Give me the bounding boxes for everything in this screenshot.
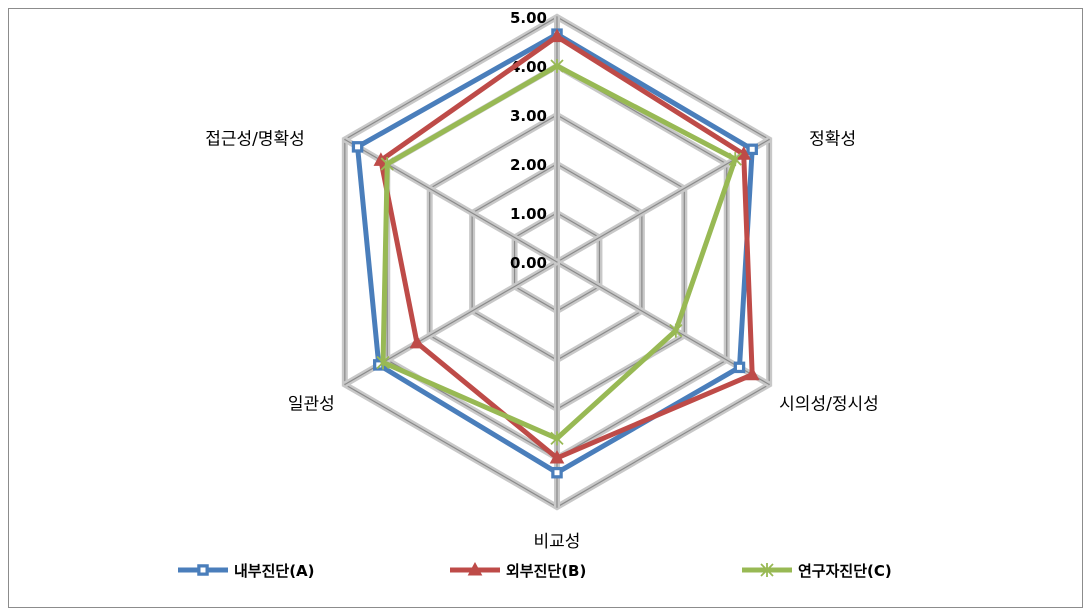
series-1 <box>373 28 760 464</box>
series-layer <box>351 28 760 479</box>
tick-label: 2.00 <box>510 156 547 174</box>
radar-chart: 0.001.002.003.004.005.00 관련성정확성시의성/정시성비교… <box>178 9 892 580</box>
axis-label: 비교성 <box>534 532 581 552</box>
legend-marker <box>467 561 483 576</box>
series-2 <box>376 59 742 446</box>
series-point <box>669 323 683 338</box>
legend-marker <box>760 563 774 577</box>
series-point-inner <box>749 146 755 152</box>
series-point-inner <box>376 362 382 368</box>
series-point <box>549 28 565 43</box>
chart-frame <box>8 8 1083 608</box>
legend: 내부진단(A) 외부진단(B) 연구자진단(C) <box>178 561 892 580</box>
legend-label: 연구자진단(C) <box>798 562 892 580</box>
legend-item: 내부진단(A) <box>178 562 315 580</box>
legend-marker-inner <box>200 567 206 573</box>
series-point <box>380 157 394 171</box>
axis-label: 접근성/명확성 <box>205 130 305 150</box>
series-point <box>376 355 390 370</box>
series-point <box>550 59 564 73</box>
legend-label: 외부진단(B) <box>506 562 586 580</box>
series-point-inner <box>554 470 560 476</box>
series-point <box>373 152 389 166</box>
series-point <box>728 152 742 167</box>
tick-label: 1.00 <box>510 205 547 223</box>
legend-label: 내부진단(A) <box>234 562 315 580</box>
series-point <box>550 431 564 446</box>
axis-label: 일관성 <box>288 395 335 415</box>
tick-label: 3.00 <box>510 107 547 125</box>
tick-label: 5.00 <box>510 9 547 27</box>
series-point-inner <box>355 144 361 150</box>
tick-label: 0.00 <box>510 254 547 272</box>
axis-label: 시의성/정시성 <box>779 395 879 415</box>
series-point-inner <box>736 364 742 370</box>
legend-item: 연구자진단(C) <box>742 562 892 580</box>
series-point <box>549 449 565 464</box>
axis-label: 정확성 <box>809 130 856 150</box>
series-point <box>409 334 425 349</box>
legend-item: 외부진단(B) <box>450 561 586 580</box>
series-point <box>744 366 760 381</box>
